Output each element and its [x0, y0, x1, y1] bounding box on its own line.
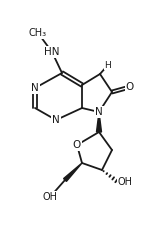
Text: H: H — [105, 61, 111, 70]
Text: CH₃: CH₃ — [29, 28, 47, 38]
Polygon shape — [96, 112, 101, 132]
Text: O: O — [126, 82, 134, 92]
Text: HN: HN — [44, 47, 60, 57]
Text: OH: OH — [118, 177, 133, 187]
Text: N: N — [31, 83, 39, 93]
Text: O: O — [73, 140, 81, 150]
Polygon shape — [64, 163, 82, 181]
Text: OH: OH — [43, 192, 57, 202]
Text: N: N — [95, 107, 103, 117]
Text: N: N — [52, 115, 60, 125]
